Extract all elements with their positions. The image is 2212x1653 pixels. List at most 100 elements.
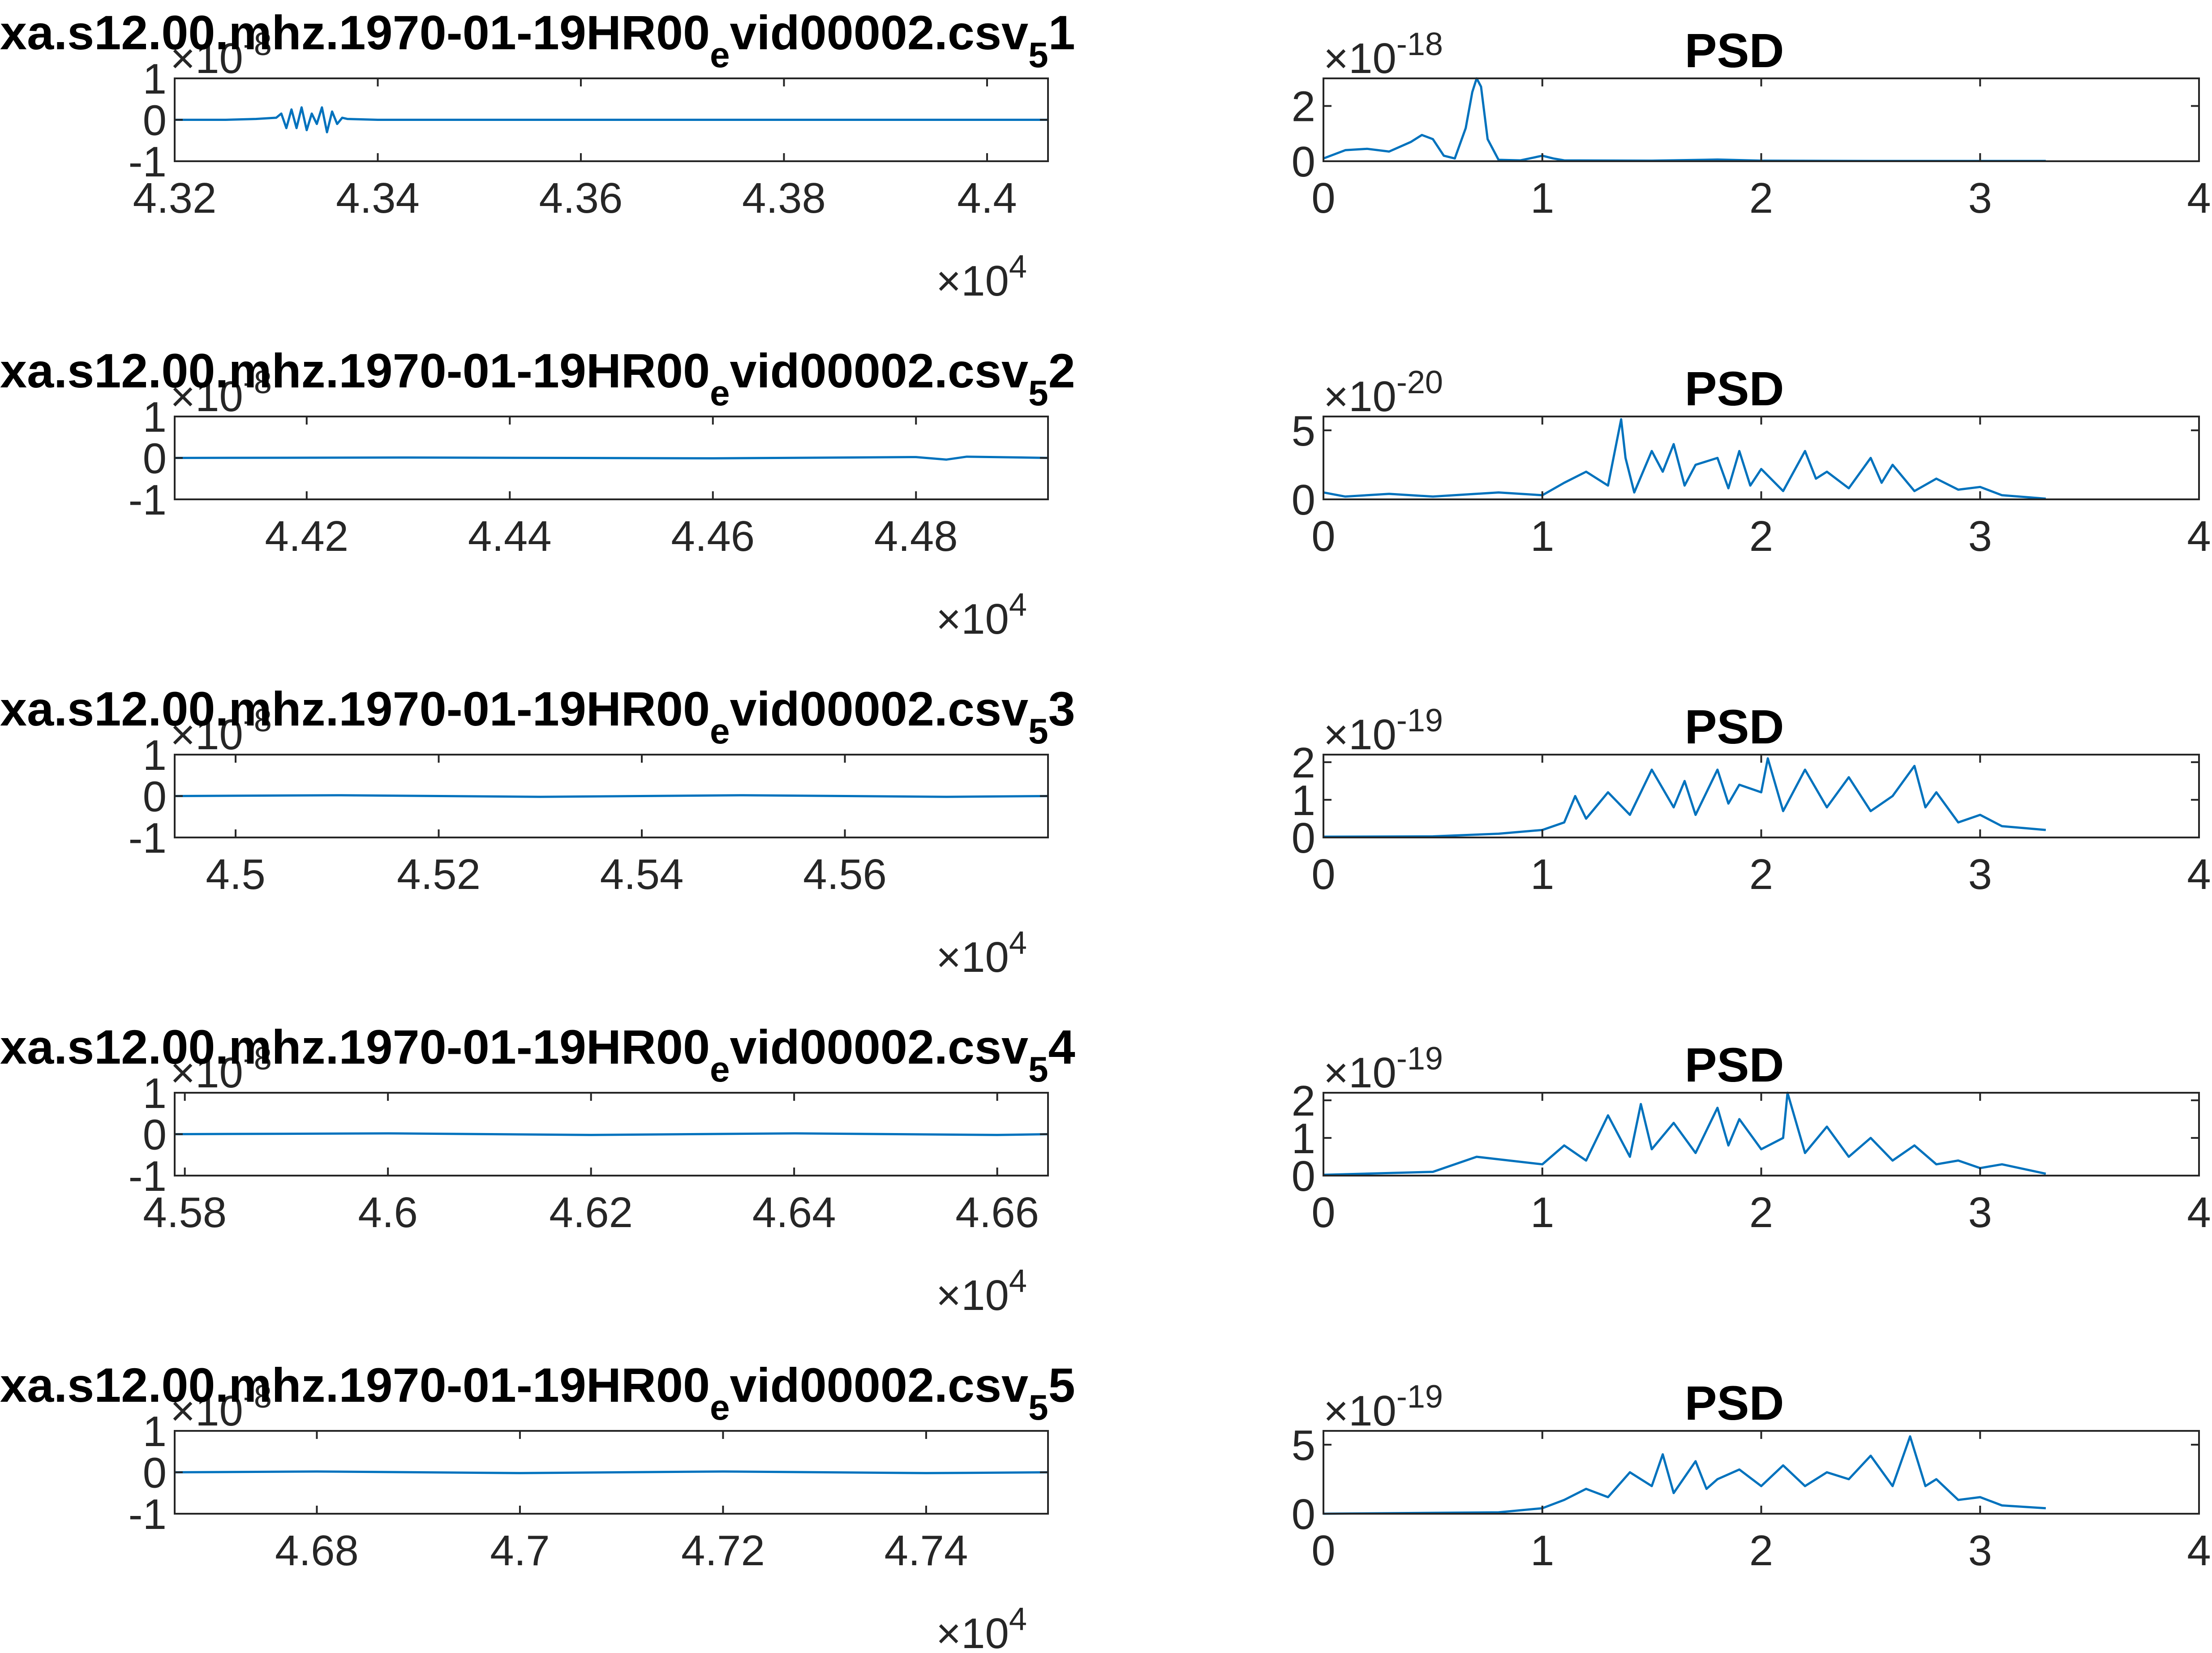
title-part: 4: [1048, 1020, 1075, 1074]
subplot-2-timeseries: 4.42 4.44 4.46 4.48-101 ×10-8×104xa.s12.00.m…: [0, 343, 1075, 643]
y-tick-label: 0: [143, 773, 167, 821]
title-part: vid00002.csv: [730, 682, 1029, 736]
x-tick-label: 4: [2187, 850, 2211, 898]
y-tick-label: 1: [1292, 777, 1315, 824]
x-tick-label: 2: [1749, 512, 1773, 560]
y-tick-label: 1: [143, 55, 167, 103]
y-exponent-value: -20: [1396, 365, 1443, 400]
x-tick-label: 4: [2187, 512, 2211, 560]
title-part: 3: [1048, 682, 1075, 736]
title-part: e: [710, 1049, 730, 1089]
y-tick-label: 2: [1292, 1077, 1315, 1125]
x-exponent-label: ×104: [936, 1263, 1027, 1319]
subplot-2-psd: 0 1 2 3 4 0 5×10-20 PSD: [1292, 361, 2211, 560]
y-tick-label: 2: [1292, 739, 1315, 787]
x-tick-label: 3: [1968, 1527, 1992, 1575]
x-tick-label: 4.36: [539, 174, 623, 222]
y-exponent-label: ×10-19: [1323, 1379, 1443, 1435]
title-part: 5: [1028, 711, 1048, 751]
psd-title: PSD: [1684, 700, 1784, 754]
x-exponent-label: ×104: [936, 249, 1027, 305]
title-part: e: [710, 1387, 730, 1427]
series-line: [1323, 1435, 2046, 1515]
psd-title: PSD: [1684, 23, 1784, 77]
x-exponent-value: 4: [1009, 249, 1027, 285]
x-tick-label: 3: [1968, 512, 1992, 560]
subplot-title: xa.s12.00.mhz.1970-01-19HR00evid00002.cs…: [0, 682, 1075, 751]
y-tick-label: 0: [1292, 476, 1315, 524]
x-exponent-label: ×104: [936, 925, 1027, 981]
x-tick-label: 4.62: [549, 1189, 633, 1237]
y-tick-label: 2: [1292, 83, 1315, 131]
x-exponent-value: 4: [1009, 1601, 1027, 1637]
x-tick-label: 0: [1311, 850, 1335, 898]
series-line: [1323, 77, 2046, 162]
x-tick-label: 2: [1749, 1189, 1773, 1237]
x-tick-label: 4.52: [397, 850, 481, 898]
title-part: xa.s12.00.mhz.1970-01-19HR00: [0, 1358, 710, 1412]
x-tick-label: 4.34: [336, 174, 420, 222]
y-tick-label: -1: [129, 476, 167, 524]
y-exponent-label: ×10-19: [1323, 703, 1443, 759]
y-exponent-value: -8: [243, 365, 272, 400]
x-exponent-label: ×104: [936, 1601, 1027, 1653]
y-tick-label: 5: [1292, 407, 1315, 455]
title-part: e: [710, 35, 730, 75]
x-tick-label: 4.56: [803, 850, 887, 898]
x-tick-label: 3: [1968, 850, 1992, 898]
series-line: [174, 455, 1048, 461]
title-part: 1: [1048, 5, 1075, 60]
x-tick-label: 1: [1530, 1527, 1554, 1575]
y-tick-label: 1: [1292, 1115, 1315, 1163]
y-tick-label: 0: [1292, 138, 1315, 186]
subplot-3-timeseries: 4.5 4.52 4.54 4.56-101 ×10-8×104xa.s12.00.mh…: [0, 682, 1075, 981]
y-tick-label: 1: [143, 1069, 167, 1117]
y-tick-label: -1: [129, 1152, 167, 1200]
subplot-title: xa.s12.00.mhz.1970-01-19HR00evid00002.cs…: [0, 343, 1075, 413]
y-exponent-value: -8: [243, 1041, 272, 1077]
x-tick-label: 4.4: [957, 174, 1017, 222]
title-part: xa.s12.00.mhz.1970-01-19HR00: [0, 682, 710, 736]
title-part: vid00002.csv: [730, 343, 1029, 398]
x-tick-label: 2: [1749, 850, 1773, 898]
x-tick-label: 4.48: [874, 512, 958, 560]
x-tick-label: 1: [1530, 174, 1554, 222]
y-exponent-value: -19: [1396, 703, 1443, 738]
x-tick-label: 0: [1311, 1189, 1335, 1237]
subplot-title: xa.s12.00.mhz.1970-01-19HR00evid00002.cs…: [0, 1358, 1075, 1427]
x-tick-label: 4.46: [671, 512, 755, 560]
x-tick-label: 4.7: [490, 1527, 550, 1575]
axes-box: [1323, 77, 2200, 162]
axes-box: [1323, 1430, 2200, 1515]
y-tick-label: 0: [1292, 814, 1315, 862]
x-tick-label: 4.54: [600, 850, 684, 898]
x-tick-label: 4: [2187, 174, 2211, 222]
x-tick-label: 4.66: [955, 1189, 1039, 1237]
title-part: vid00002.csv: [730, 5, 1029, 60]
psd-title: PSD: [1684, 1376, 1784, 1430]
series-line: [174, 1132, 1048, 1136]
x-tick-label: 4.72: [681, 1527, 765, 1575]
y-tick-label: 0: [1292, 1152, 1315, 1200]
x-tick-label: 4.68: [275, 1527, 359, 1575]
y-tick-label: 0: [143, 97, 167, 145]
subplot-title: xa.s12.00.mhz.1970-01-19HR00evid00002.cs…: [0, 5, 1075, 75]
series-line: [1323, 1091, 2046, 1176]
y-tick-label: -1: [129, 1490, 167, 1538]
subplot-5-timeseries: 4.68 4.7 4.72 4.74-101 ×10-8×104xa.s12.00.mh…: [0, 1358, 1075, 1653]
title-part: 5: [1028, 373, 1048, 413]
y-tick-label: 0: [143, 435, 167, 483]
title-part: 5: [1048, 1358, 1075, 1412]
axes-box: [1323, 754, 2200, 838]
x-exponent-value: 4: [1009, 1263, 1027, 1299]
x-tick-label: 1: [1530, 850, 1554, 898]
subplot-1-timeseries: 4.32 4.34 4.36 4.38 4.4-101 ×10-8×104xa.s12.0…: [0, 5, 1075, 305]
y-tick-label: 0: [1292, 1490, 1315, 1538]
x-tick-label: 4.38: [742, 174, 826, 222]
x-tick-label: 4.58: [143, 1189, 227, 1237]
y-exponent-label: ×10-20: [1323, 365, 1443, 421]
x-tick-label: 4.5: [206, 850, 265, 898]
